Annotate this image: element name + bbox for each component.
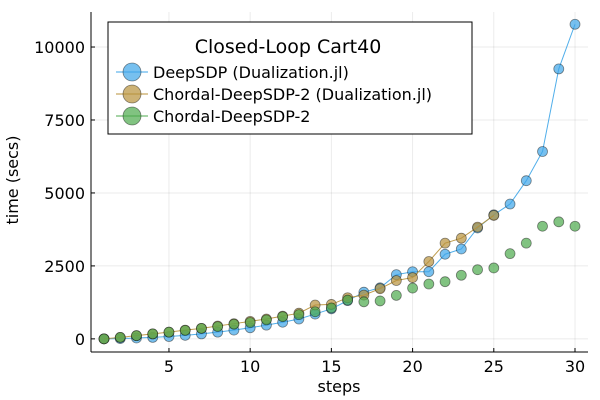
legend-marker bbox=[122, 84, 142, 104]
legend-title: Closed-Loop Cart40 bbox=[195, 36, 382, 58]
y-tick-label: 7500 bbox=[44, 111, 85, 130]
x-axis-title: steps bbox=[318, 377, 361, 396]
data-point bbox=[520, 175, 532, 187]
data-point bbox=[163, 326, 175, 338]
data-point bbox=[358, 296, 370, 308]
data-point bbox=[439, 237, 451, 249]
legend-label: DeepSDP (Dualization.jl) bbox=[153, 63, 349, 82]
data-point bbox=[569, 18, 581, 30]
data-point bbox=[114, 332, 126, 343]
data-point bbox=[439, 276, 451, 288]
data-point bbox=[309, 306, 321, 318]
data-point bbox=[390, 275, 402, 286]
data-point bbox=[472, 264, 483, 276]
legend-label: Chordal-DeepSDP-2 bbox=[153, 107, 310, 126]
legend-marker bbox=[122, 62, 142, 82]
data-point bbox=[374, 283, 386, 295]
data-point bbox=[439, 248, 451, 260]
data-point bbox=[455, 232, 467, 244]
data-point bbox=[342, 294, 354, 306]
x-tick-label: 30 bbox=[565, 357, 585, 376]
legend-item: Chordal-DeepSDP-2 bbox=[116, 106, 310, 126]
data-point bbox=[277, 311, 289, 323]
data-point bbox=[423, 278, 435, 290]
data-point bbox=[374, 295, 386, 307]
data-point bbox=[569, 220, 581, 232]
data-point bbox=[407, 282, 418, 294]
x-tick-label: 15 bbox=[321, 357, 341, 376]
data-point bbox=[196, 322, 207, 334]
data-point bbox=[504, 248, 516, 260]
legend-item: DeepSDP (Dualization.jl) bbox=[116, 62, 349, 82]
legend-item: Chordal-DeepSDP-2 (Dualization.jl) bbox=[116, 84, 432, 104]
legend-items: DeepSDP (Dualization.jl) Chordal-DeepSDP-… bbox=[116, 62, 432, 126]
data-point bbox=[423, 256, 435, 267]
series-layer bbox=[98, 18, 581, 345]
data-point bbox=[423, 266, 435, 278]
legend: Closed-Loop Cart40 DeepSDP (Dualization.… bbox=[107, 21, 473, 135]
data-point bbox=[390, 289, 402, 301]
data-point bbox=[537, 146, 548, 157]
data-point bbox=[488, 262, 500, 274]
y-tick-label: 2500 bbox=[44, 257, 85, 276]
y-tick-label: 5000 bbox=[44, 184, 85, 203]
data-point bbox=[261, 314, 272, 326]
y-tick-label: 0 bbox=[75, 330, 85, 349]
data-point bbox=[244, 317, 256, 328]
x-tick-label: 5 bbox=[164, 357, 174, 376]
data-point bbox=[98, 333, 110, 345]
data-point bbox=[293, 309, 305, 321]
legend-box bbox=[107, 21, 473, 135]
y-axis-title: time (secs) bbox=[3, 135, 22, 224]
data-point bbox=[455, 269, 467, 281]
y-tick-label: 10000 bbox=[34, 38, 85, 57]
data-point bbox=[131, 330, 142, 342]
legend-marker bbox=[122, 106, 142, 126]
data-point bbox=[325, 302, 337, 314]
series-3 bbox=[98, 216, 581, 345]
axes: 5 10 15 20 25 30 0 2500 5000 7500 10000 bbox=[34, 12, 588, 376]
data-point bbox=[228, 318, 240, 330]
data-point bbox=[553, 63, 565, 75]
data-point bbox=[504, 198, 516, 210]
x-tick-label: 10 bbox=[240, 357, 260, 376]
data-point bbox=[147, 328, 159, 340]
legend-label: Chordal-DeepSDP-2 (Dualization.jl) bbox=[153, 85, 432, 104]
data-point bbox=[553, 216, 565, 228]
x-tick-label: 25 bbox=[484, 357, 504, 376]
data-point bbox=[488, 210, 500, 221]
data-point bbox=[407, 272, 418, 283]
data-point bbox=[455, 243, 467, 255]
data-point bbox=[520, 237, 532, 249]
data-point bbox=[537, 220, 548, 232]
x-tick-label: 20 bbox=[402, 357, 422, 376]
data-point bbox=[472, 221, 483, 233]
data-point bbox=[179, 325, 191, 336]
data-point bbox=[212, 321, 224, 333]
